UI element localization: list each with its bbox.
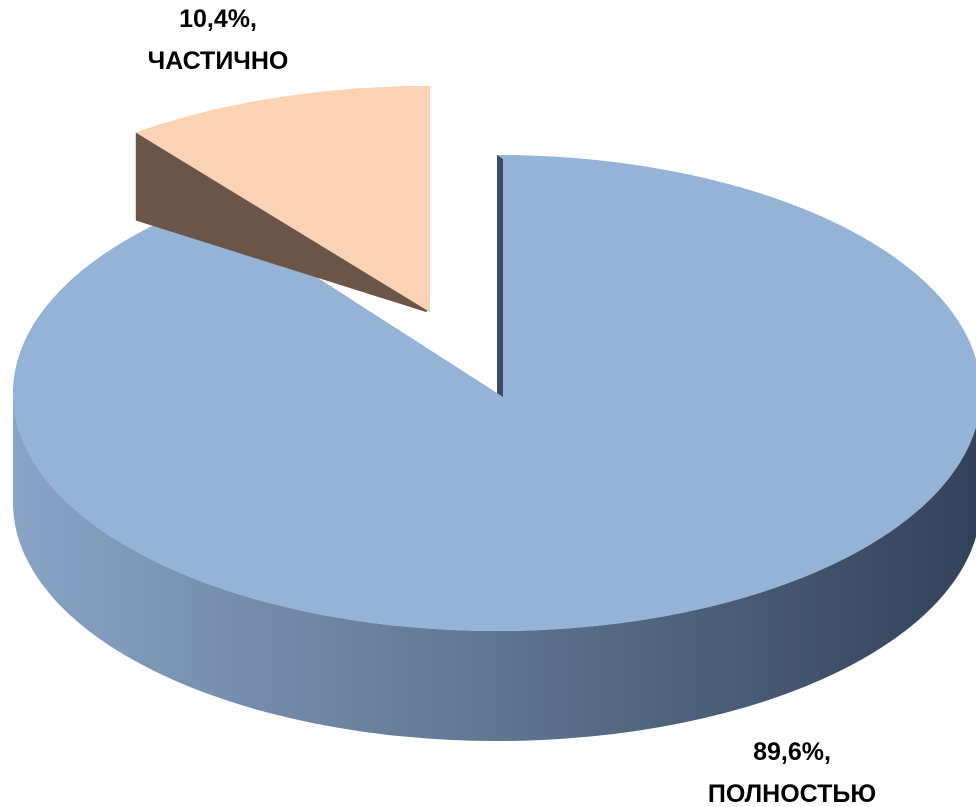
label-polnostyu-value: 89,6%, [753,738,831,766]
slice-chastichno [135,85,431,313]
label-chastichno-value: 10,4%, [179,5,257,33]
slice-polnostyu-cut-face [497,155,503,397]
slice-polnostyu-top [12,155,976,631]
slice-chastichno-top [135,85,431,313]
label-polnostyu-category: ПОЛНОСТЬЮ [708,780,876,807]
label-chastichno-category: ЧАСТИЧНО [148,47,289,75]
slice-polnostyu [12,155,976,741]
slice-polnostyu-side [13,393,976,741]
